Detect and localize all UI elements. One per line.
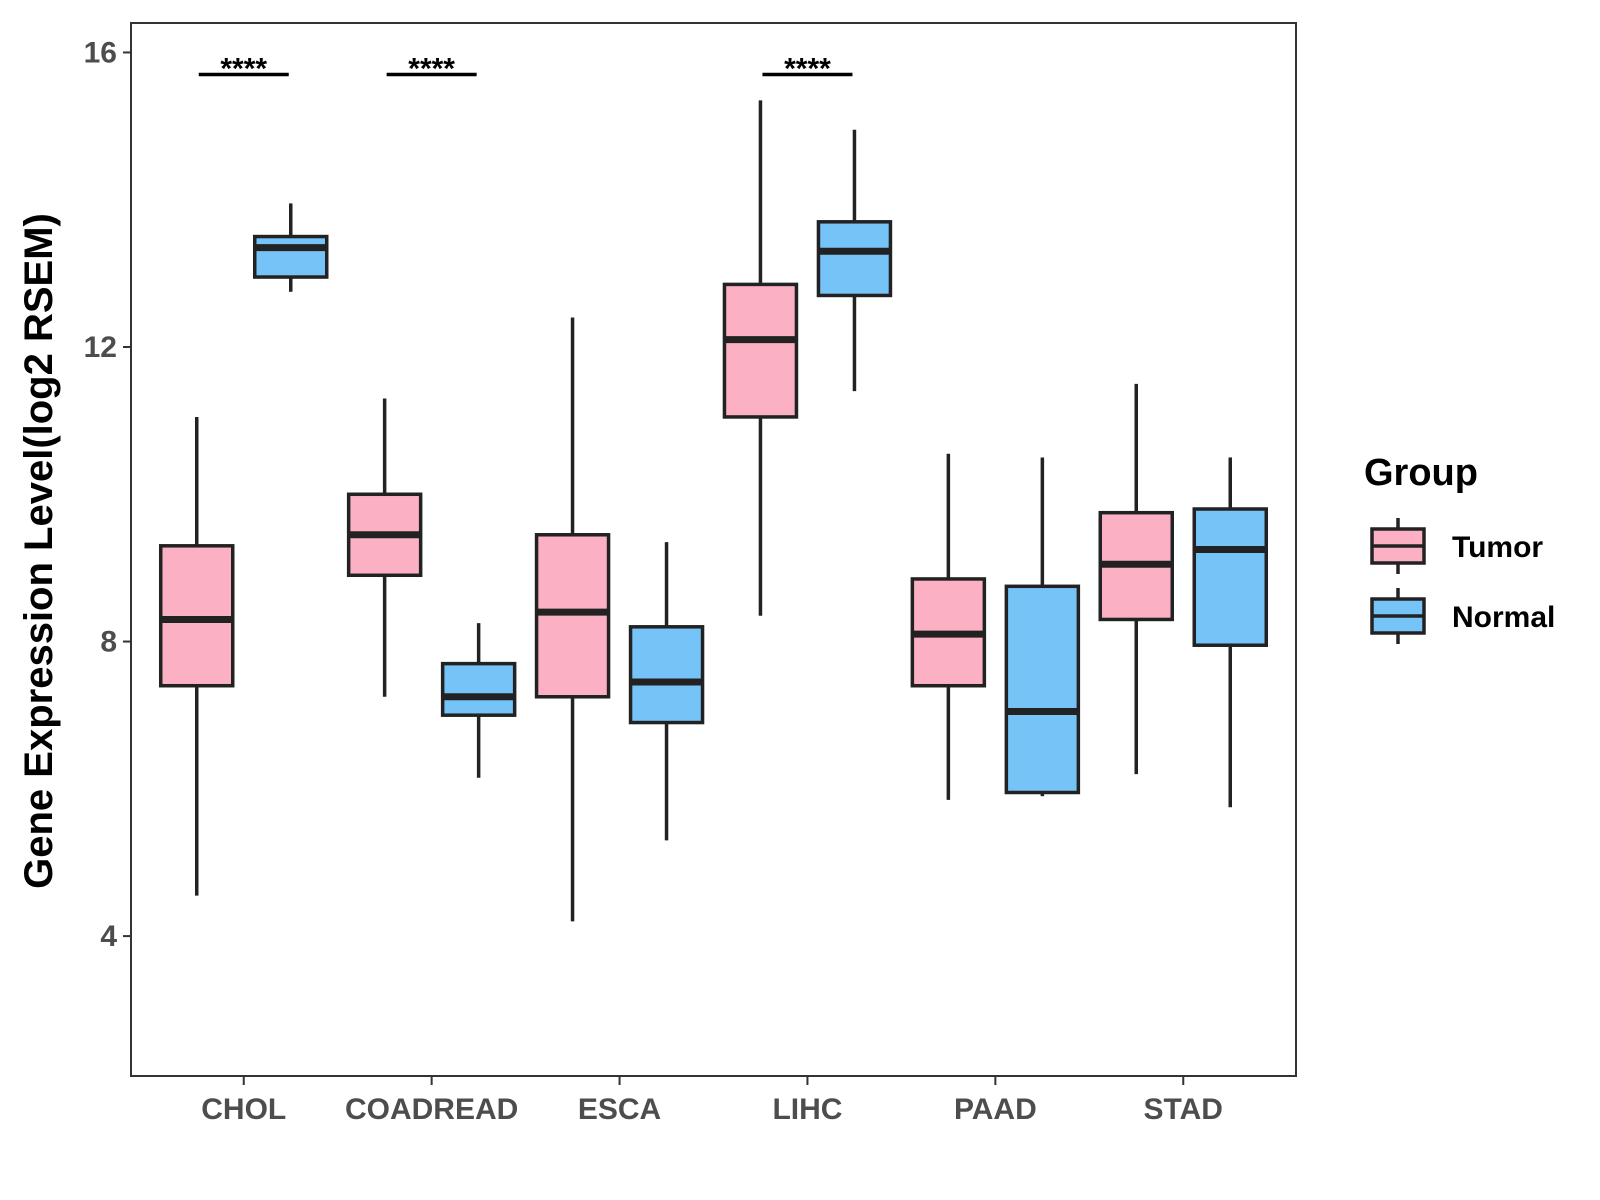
x-tick-label: CHOL [201,1093,286,1126]
significance-layer: **** **** **** [198,53,853,86]
legend-item-normal: Normal [1370,588,1555,644]
legend-label: Tumor [1452,531,1543,564]
box-normal-lihc [816,129,893,392]
box-body [722,282,799,419]
box-normal-stad [1192,457,1269,808]
box-body [534,533,611,699]
x-tick-label: PAAD [954,1093,1037,1126]
box-body [628,625,705,725]
box-body [440,661,517,717]
x-tick-label: COADREAD [345,1093,518,1126]
x-tick-label: ESCA [578,1093,661,1126]
significance-chol: **** [198,53,289,86]
box-body [252,234,329,279]
box-tumor-chol [158,416,235,896]
y-axis: 4 8 12 16 [84,36,131,953]
y-tick-label: 12 [84,331,117,364]
significance-label: **** [220,53,267,86]
legend-title: Group [1364,452,1478,494]
box-normal-paad [1004,457,1081,797]
box-normal-chol [252,203,329,292]
significance-label: **** [784,53,831,86]
legend-item-tumor: Tumor [1370,518,1543,574]
legend: Group Tumor Normal [1364,452,1555,644]
x-tick-label: STAD [1144,1093,1223,1126]
box-body [1192,507,1269,647]
box-tumor-paad [910,453,987,800]
significance-label: **** [408,53,455,86]
y-axis-title: Gene Expression Level(log2 RSEM) [17,213,61,889]
y-tick-label: 4 [100,920,117,953]
box-tumor-coadread [346,398,423,697]
box-body [158,544,235,688]
box-tumor-lihc [722,100,799,616]
x-axis: CHOL COADREAD ESCA LIHC PAAD STAD [201,1076,1223,1126]
box-tumor-esca [534,317,611,922]
box-normal-esca [628,542,705,841]
box-body [1004,584,1081,795]
y-tick-label: 16 [84,36,117,69]
y-tick-label: 8 [100,626,117,659]
box-body [816,220,893,298]
box-tumor-stad [1098,383,1175,775]
significance-coadread: **** [386,53,477,86]
legend-label: Normal [1452,601,1555,634]
x-tick-label: LIHC [772,1093,842,1126]
significance-lihc: **** [762,53,853,86]
box-normal-coadread [440,623,517,778]
boxes-layer [158,100,1269,922]
